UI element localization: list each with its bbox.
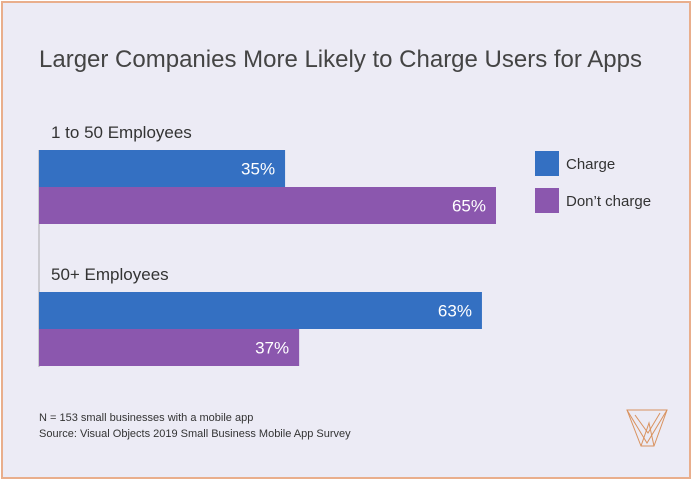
bar-charge [39, 150, 286, 187]
legend-swatch [535, 151, 559, 176]
chart-title: Larger Companies More Likely to Charge U… [39, 46, 642, 73]
logo-icon [626, 409, 668, 447]
data-label: 65% [452, 197, 486, 216]
legend-swatch [535, 188, 559, 213]
footnote-sample: N = 153 small businesses with a mobile a… [39, 412, 253, 424]
chart: Larger Companies More Likely to Charge U… [38, 46, 668, 447]
footnote-source: Source: Visual Objects 2019 Small Busine… [39, 428, 351, 440]
legend-label: Charge [566, 156, 615, 173]
category-label: 1 to 50 Employees [51, 123, 192, 142]
bar-dont-charge [39, 187, 496, 224]
data-label: 35% [241, 160, 275, 179]
data-label: 63% [438, 302, 472, 321]
category-label: 50+ Employees [51, 265, 169, 284]
legend-label: Don’t charge [566, 193, 651, 210]
bar-dont-charge [39, 329, 300, 366]
bar-charge [39, 292, 482, 329]
data-label: 37% [255, 339, 289, 358]
